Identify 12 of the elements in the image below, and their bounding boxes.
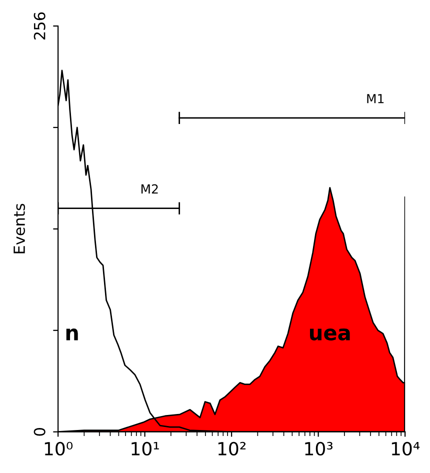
y-tick-label: 256 [34, 12, 46, 40]
series-label: M2 [141, 184, 158, 194]
x-tick-label: 10⁴ [392, 442, 420, 456]
y-axis-title: Events [14, 204, 26, 254]
y-tick-label: 0 [34, 428, 46, 436]
x-tick-label: 10³ [305, 442, 332, 456]
series-label: M1 [367, 94, 384, 104]
series-label: uea [310, 328, 350, 340]
x-tick-label: 10¹ [132, 442, 159, 456]
legend-label: n [66, 328, 78, 340]
x-tick-label: 10⁰ [44, 442, 73, 456]
x-tick-label: 10² [218, 442, 246, 456]
